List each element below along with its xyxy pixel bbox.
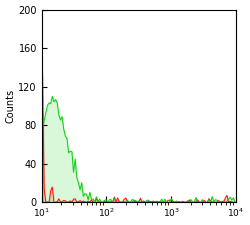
Y-axis label: Counts: Counts <box>6 89 16 123</box>
